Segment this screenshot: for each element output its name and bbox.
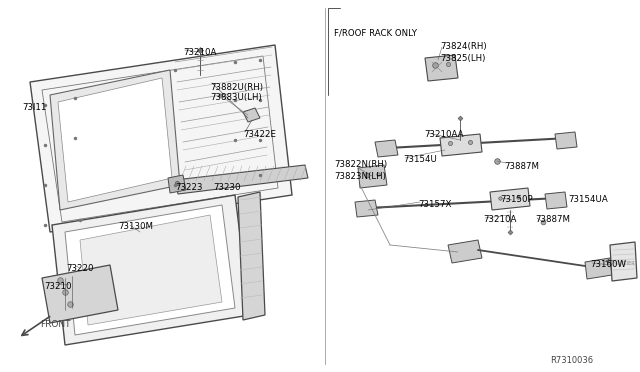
- Polygon shape: [448, 240, 482, 263]
- Polygon shape: [65, 205, 235, 335]
- Text: 73887M: 73887M: [504, 162, 539, 171]
- Polygon shape: [425, 55, 458, 81]
- Text: 73825(LH): 73825(LH): [440, 54, 485, 63]
- Polygon shape: [30, 45, 292, 232]
- Polygon shape: [555, 132, 577, 149]
- Text: 73220: 73220: [66, 264, 93, 273]
- Text: R7310036: R7310036: [550, 356, 593, 365]
- Polygon shape: [243, 108, 260, 122]
- Text: 73210AA: 73210AA: [424, 130, 463, 139]
- Text: 73154UA: 73154UA: [568, 195, 608, 204]
- Text: 73210A: 73210A: [483, 215, 516, 224]
- Text: 73210A: 73210A: [183, 48, 216, 57]
- Text: FRONT: FRONT: [40, 320, 70, 329]
- Text: 73210: 73210: [44, 282, 72, 291]
- Polygon shape: [168, 175, 186, 193]
- Polygon shape: [610, 242, 637, 281]
- Polygon shape: [52, 195, 250, 345]
- Text: 73887M: 73887M: [535, 215, 570, 224]
- Polygon shape: [545, 192, 567, 209]
- Text: F/ROOF RACK ONLY: F/ROOF RACK ONLY: [334, 28, 417, 37]
- Text: 73422E: 73422E: [243, 130, 276, 139]
- Text: 73230: 73230: [213, 183, 241, 192]
- Polygon shape: [175, 165, 308, 194]
- Text: 73822N(RH): 73822N(RH): [334, 160, 387, 169]
- Text: 73882U(RH): 73882U(RH): [210, 83, 263, 92]
- Polygon shape: [358, 165, 387, 188]
- Text: FRONTIER: FRONTIER: [611, 260, 636, 266]
- Polygon shape: [355, 200, 378, 217]
- Polygon shape: [490, 188, 530, 210]
- Polygon shape: [80, 215, 222, 325]
- Polygon shape: [58, 78, 172, 202]
- Text: 73157X: 73157X: [418, 200, 451, 209]
- Text: 73160W: 73160W: [590, 260, 626, 269]
- Text: 73l11: 73l11: [22, 103, 46, 112]
- Text: 73150P: 73150P: [500, 195, 532, 204]
- Text: 73223: 73223: [175, 183, 202, 192]
- Text: 73154U: 73154U: [403, 155, 437, 164]
- Text: 73883U(LH): 73883U(LH): [210, 93, 262, 102]
- Text: 73824(RH): 73824(RH): [440, 42, 486, 51]
- Polygon shape: [440, 134, 482, 156]
- Polygon shape: [42, 265, 118, 323]
- Polygon shape: [375, 140, 398, 157]
- Text: 73130M: 73130M: [118, 222, 153, 231]
- Polygon shape: [50, 70, 180, 210]
- Polygon shape: [238, 192, 265, 320]
- Text: 73823N(LH): 73823N(LH): [334, 172, 386, 181]
- Polygon shape: [585, 258, 612, 279]
